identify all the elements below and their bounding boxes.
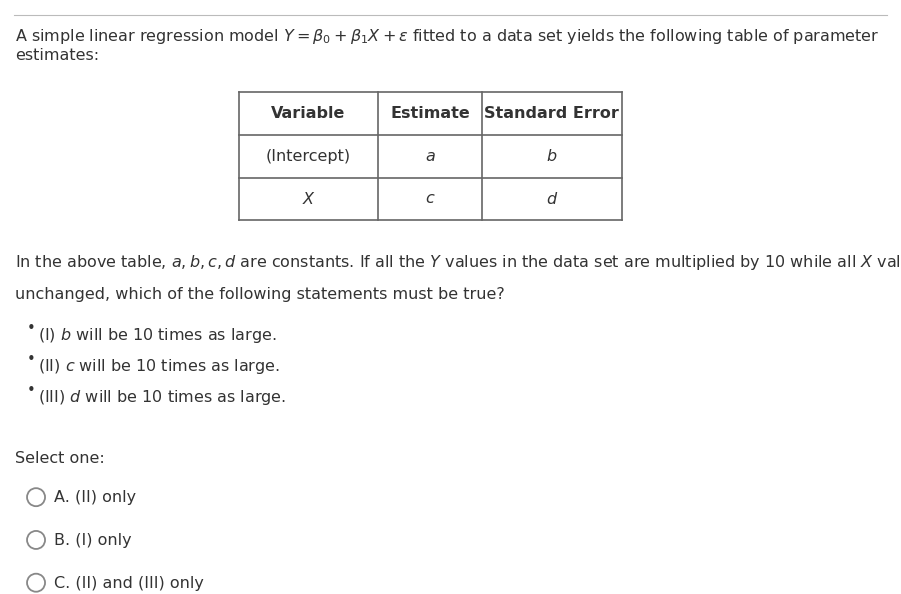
Text: (I) $b$ will be 10 times as large.: (I) $b$ will be 10 times as large. [38, 326, 277, 345]
Text: $b$: $b$ [546, 148, 558, 164]
Text: $a$: $a$ [425, 148, 435, 164]
Text: (III) $d$ will be 10 times as large.: (III) $d$ will be 10 times as large. [38, 388, 286, 407]
Text: •: • [27, 352, 36, 367]
Text: Select one:: Select one: [15, 451, 105, 466]
Text: A simple linear regression model $Y = \beta_0 + \beta_1 X + \epsilon$ fitted to : A simple linear regression model $Y = \b… [15, 27, 880, 46]
Text: unchanged, which of the following statements must be true?: unchanged, which of the following statem… [15, 287, 505, 302]
Text: Variable: Variable [271, 106, 346, 121]
Text: $d$: $d$ [546, 191, 558, 207]
Text: C. (II) and (III) only: C. (II) and (III) only [54, 576, 204, 590]
Text: B. (I) only: B. (I) only [54, 533, 132, 548]
Text: Estimate: Estimate [390, 106, 470, 121]
Text: •: • [27, 321, 36, 336]
Text: In the above table, $a, b, c, d$ are constants. If all the $Y$ values in the dat: In the above table, $a, b, c, d$ are con… [15, 253, 901, 272]
Text: Standard Error: Standard Error [485, 106, 619, 121]
Text: A. (II) only: A. (II) only [54, 490, 136, 505]
Text: •: • [27, 383, 36, 398]
Text: (II) $c$ will be 10 times as large.: (II) $c$ will be 10 times as large. [38, 357, 280, 376]
Text: $c$: $c$ [425, 191, 435, 207]
Text: estimates:: estimates: [15, 48, 99, 62]
Text: (Intercept): (Intercept) [266, 148, 351, 164]
Text: $X$: $X$ [302, 191, 315, 207]
